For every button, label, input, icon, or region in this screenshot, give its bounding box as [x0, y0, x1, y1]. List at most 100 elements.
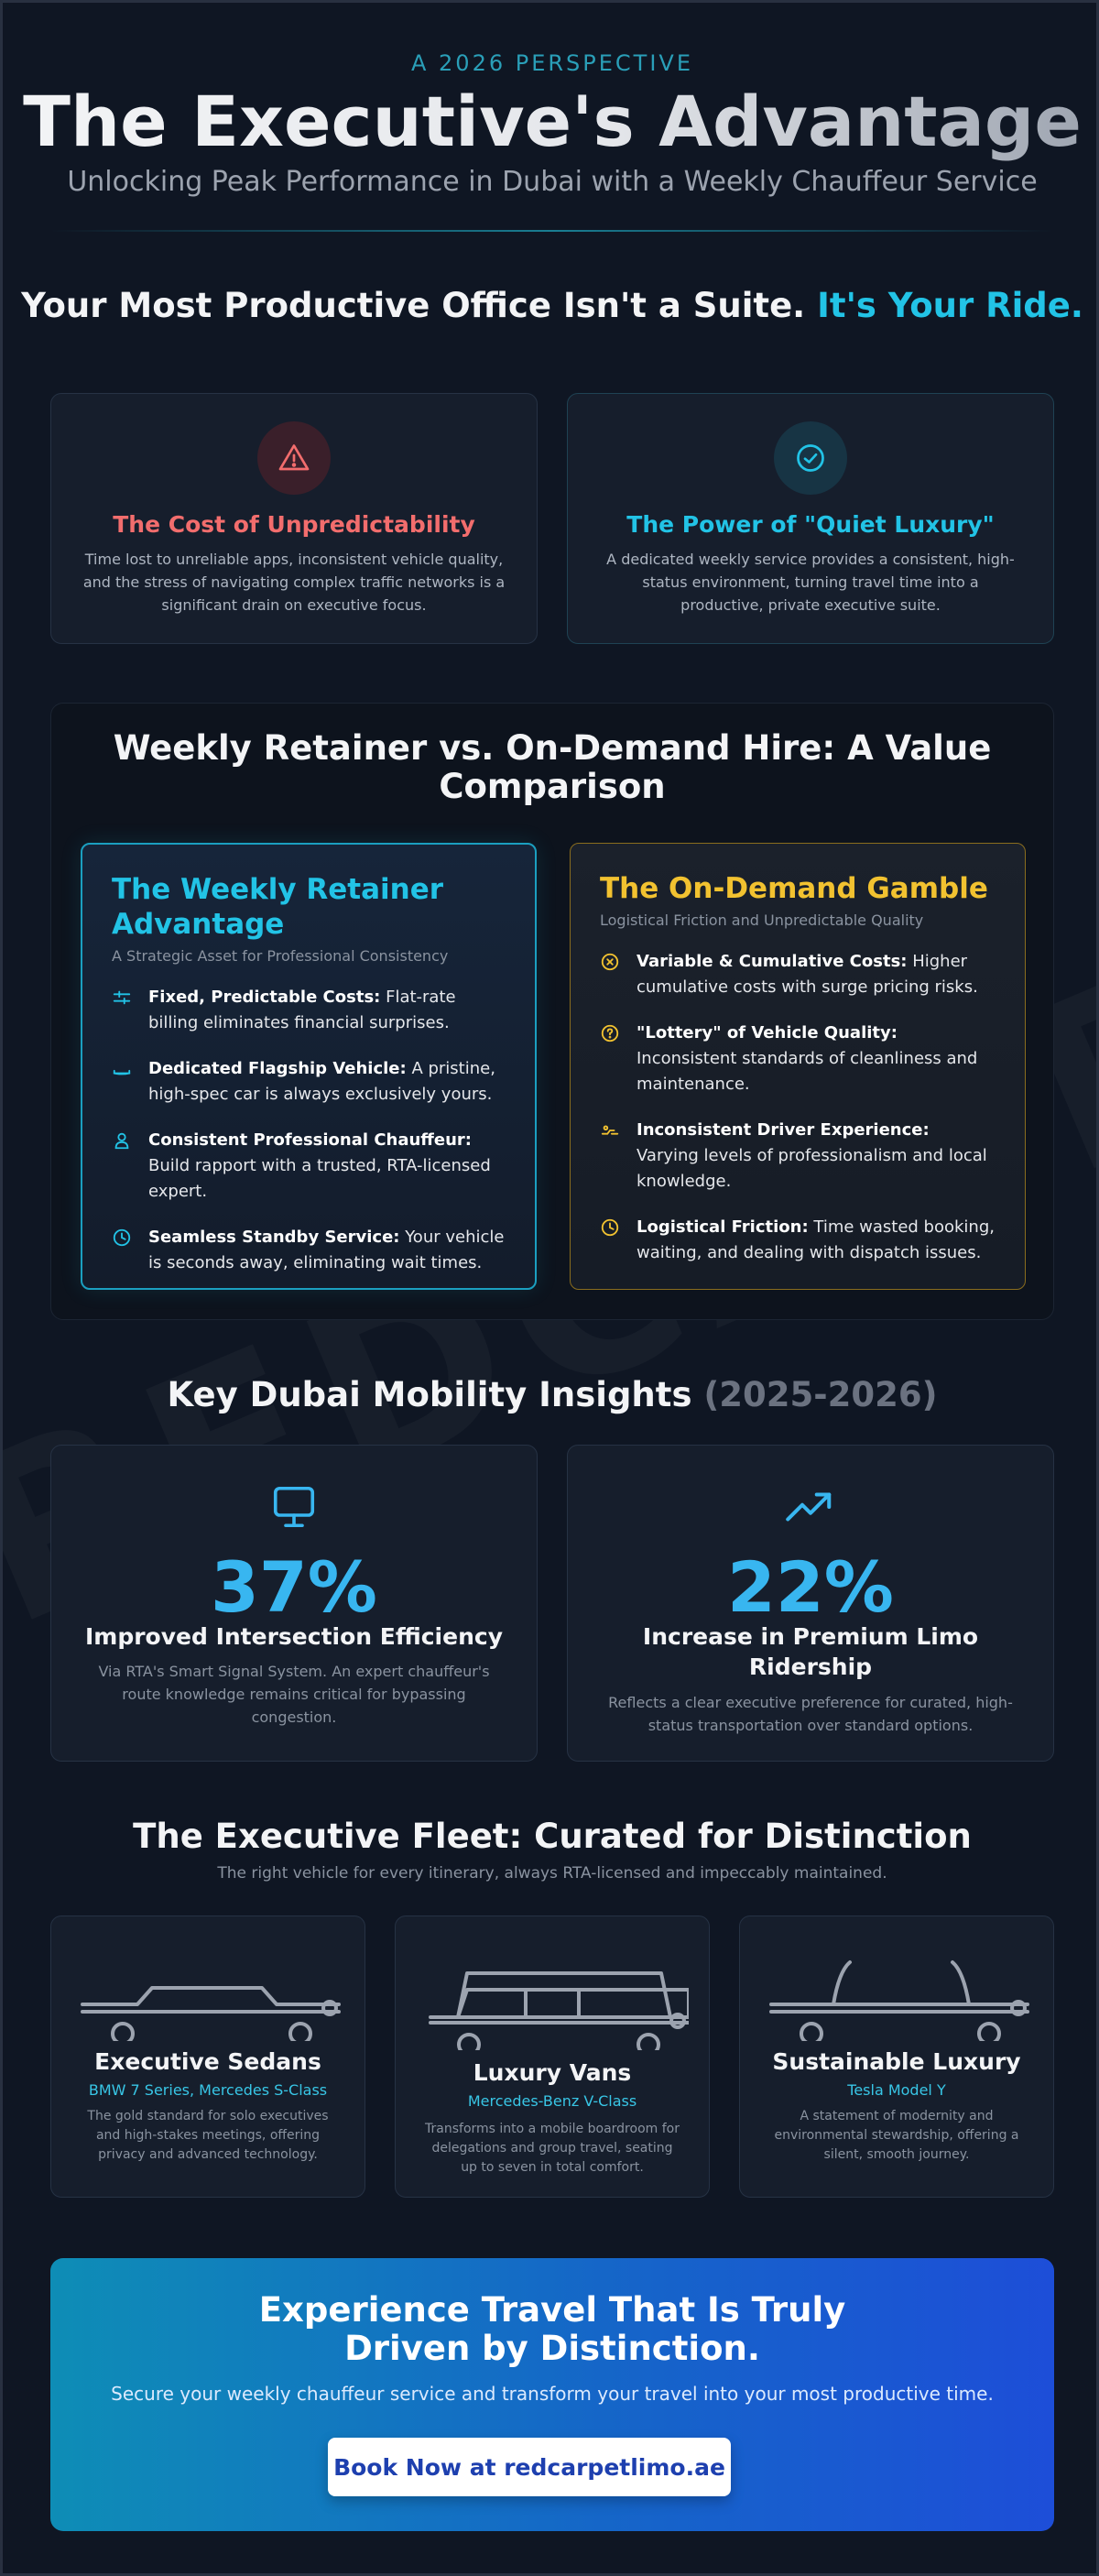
book-now-button[interactable]: Book Now at redcarpetlimo.ae: [328, 2438, 731, 2496]
retainer-column: The Weekly Retainer Advantage A Strategi…: [81, 843, 537, 1290]
cta-banner: Experience Travel That Is Truly Driven b…: [50, 2258, 1054, 2531]
fleet-models: BMW 7 Series, Mercedes S-Class: [88, 2081, 328, 2099]
insight-description: Via RTA's Smart Signal System. An expert…: [98, 1663, 490, 1726]
eyebrow-label: A 2026 PERSPECTIVE: [410, 50, 693, 76]
ondemand-feature: "Lottery" of Vehicle Quality: Inconsiste…: [600, 1021, 996, 1097]
feature-detail: Build rapport with a trusted, RTA-licens…: [148, 1156, 491, 1201]
insight-value: 22%: [727, 1546, 894, 1628]
feature-bold: Variable & Cumulative Costs:: [637, 952, 908, 971]
x-circle-icon: [600, 949, 637, 1000]
feature-detail: Varying levels of professionalism and lo…: [637, 1146, 987, 1191]
fleet-models: Mercedes-Benz V-Class: [467, 2092, 637, 2110]
fleet-card-sedans: Executive Sedans BMW 7 Series, Mercedes …: [50, 1916, 365, 2198]
feature-detail: Your vehicle is seconds away, eliminatin…: [148, 1228, 505, 1272]
retainer-feature: Dedicated Flagship Vehicle: A pristine, …: [112, 1056, 506, 1108]
fleet-name: Sustainable Luxury: [772, 2048, 1021, 2075]
insight-value: 37%: [211, 1546, 377, 1628]
sliders-icon: [112, 985, 148, 1036]
cta-text: Secure your weekly chauffeur service and…: [111, 2383, 994, 2405]
feature-bold: Fixed, Predictable Costs:: [148, 988, 381, 1007]
insights-heading-main: Key Dubai Mobility Insights: [167, 1375, 692, 1414]
feature-bold: Dedicated Flagship Vehicle:: [148, 1059, 407, 1078]
ondemand-feature: Inconsistent Driver Experience: Varying …: [600, 1118, 996, 1195]
retainer-title: The Weekly Retainer Advantage: [112, 872, 506, 942]
insight-card-ridership: 22% Increase in Premium Limo Ridership R…: [567, 1445, 1054, 1762]
fleet-subheading: The right vehicle for every itinerary, a…: [217, 1864, 887, 1883]
page-subtitle: Unlocking Peak Performance in Dubai with…: [67, 166, 1038, 198]
feature-bold: Logistical Friction:: [637, 1217, 809, 1237]
user-icon: [112, 1128, 148, 1205]
feature-text: Dedicated Flagship Vehicle: A pristine, …: [148, 1056, 506, 1108]
header-divider: [50, 230, 1054, 232]
feature-detail: Flat-rate billing eliminates financial s…: [148, 988, 456, 1032]
retainer-title-line2: Advantage: [112, 908, 285, 941]
feature-bold: "Lottery" of Vehicle Quality:: [637, 1023, 898, 1042]
retainer-title-line1: The Weekly Retainer: [112, 873, 444, 906]
insights-heading-year: (2025-2026): [703, 1375, 938, 1414]
feature-detail: Inconsistent standards of cleanliness an…: [637, 1049, 978, 1094]
comparison-section: Weekly Retainer vs. On-Demand Hire: A Va…: [50, 703, 1054, 1320]
fleet-heading: The Executive Fleet: Curated for Distinc…: [133, 1817, 972, 1856]
fleet-description: Transforms into a mobile boardroom for d…: [425, 2122, 680, 2175]
insight-description: Reflects a clear executive preference fo…: [608, 1694, 1013, 1734]
fleet-name: Luxury Vans: [473, 2059, 632, 2086]
feature-detail: Higher cumulative costs with surge prici…: [637, 952, 978, 997]
feature-text: Seamless Standby Service: Your vehicle i…: [148, 1225, 506, 1276]
insight-label: Increase in Premium Limo Ridership: [595, 1621, 1026, 1682]
retainer-feature: Seamless Standby Service: Your vehicle i…: [112, 1225, 506, 1276]
car-icon: [112, 1056, 148, 1108]
insight-label-line2: Ridership: [748, 1654, 873, 1680]
intro-card-luxury: The Power of "Quiet Luxury" A dedicated …: [567, 393, 1054, 644]
sedan-icon: [81, 1986, 341, 2041]
fleet-description: A statement of modernity and environment…: [774, 2109, 1019, 2162]
retainer-feature: Fixed, Predictable Costs: Flat-rate bill…: [112, 985, 506, 1036]
van-icon: [429, 1971, 689, 2050]
ondemand-title: The On-Demand Gamble: [600, 872, 988, 905]
comparison-title: Weekly Retainer vs. On-Demand Hire: A Va…: [51, 729, 1053, 806]
cta-title-line1: Experience Travel That Is Truly: [258, 2290, 846, 2330]
cta-title: Experience Travel That Is Truly Driven b…: [50, 2291, 1054, 2368]
feature-bold: Seamless Standby Service:: [148, 1228, 400, 1247]
page-title: The Executive's Advantage: [3, 82, 1096, 162]
feature-text: Variable & Cumulative Costs: Higher cumu…: [637, 949, 996, 1000]
fleet-name: Executive Sedans: [94, 2048, 321, 2075]
fleet-models: Tesla Model Y: [847, 2081, 946, 2099]
feature-detail: A pristine, high-spec car is always excl…: [148, 1059, 495, 1104]
feature-bold: Consistent Professional Chauffeur:: [148, 1130, 472, 1150]
driver-icon: [600, 1118, 637, 1195]
retainer-feature: Consistent Professional Chauffeur: Build…: [112, 1128, 506, 1205]
intro-card-text: Time lost to unreliable apps, inconsiste…: [82, 551, 506, 614]
feature-bold: Inconsistent Driver Experience:: [637, 1120, 930, 1140]
feature-detail: Time wasted booking, waiting, and dealin…: [637, 1217, 995, 1262]
fleet-card-sustainable: Sustainable Luxury Tesla Model Y A state…: [739, 1916, 1054, 2198]
clock-icon: [600, 1215, 637, 1266]
clock-icon: [112, 1225, 148, 1276]
ondemand-subtitle: Logistical Friction and Unpredictable Qu…: [600, 911, 924, 929]
intro-card-title: The Power of "Quiet Luxury": [626, 511, 995, 538]
fleet-card-vans: Luxury Vans Mercedes-Benz V-Class Transf…: [395, 1916, 710, 2198]
trending-up-icon: [568, 1482, 1053, 1535]
intro-card-cost: The Cost of Unpredictability Time lost t…: [50, 393, 538, 644]
cta-title-line2: Driven by Distinction.: [344, 2329, 760, 2368]
fleet-description: The gold standard for solo executives an…: [87, 2109, 329, 2162]
feature-text: Inconsistent Driver Experience: Varying …: [637, 1118, 996, 1195]
insight-card-efficiency: 37% Improved Intersection Efficiency Via…: [50, 1445, 538, 1762]
insight-label: Improved Intersection Efficiency: [84, 1623, 503, 1650]
intro-heading-main: Your Most Productive Office Isn't a Suit…: [21, 286, 806, 325]
insight-label-line1: Increase in Premium Limo: [642, 1623, 979, 1650]
retainer-subtitle: A Strategic Asset for Professional Consi…: [112, 947, 449, 965]
insights-heading: Key Dubai Mobility Insights (2025-2026): [3, 1375, 1096, 1414]
question-circle-icon: [600, 1021, 637, 1097]
ondemand-column: The On-Demand Gamble Logistical Friction…: [570, 843, 1026, 1290]
monitor-icon: [51, 1482, 537, 1535]
intro-card-text: A dedicated weekly service provides a co…: [606, 551, 1015, 614]
feature-text: Logistical Friction: Time wasted booking…: [637, 1215, 996, 1266]
feature-text: Fixed, Predictable Costs: Flat-rate bill…: [148, 985, 506, 1036]
ev-car-icon: [769, 1960, 1029, 2041]
intro-heading-accent: It's Your Ride.: [817, 286, 1083, 325]
comparison-title-line1: Weekly Retainer vs. On-Demand Hire: A Va…: [113, 728, 992, 768]
feature-text: Consistent Professional Chauffeur: Build…: [148, 1128, 506, 1205]
check-circle-icon: [774, 421, 847, 495]
ondemand-feature: Logistical Friction: Time wasted booking…: [600, 1215, 996, 1266]
